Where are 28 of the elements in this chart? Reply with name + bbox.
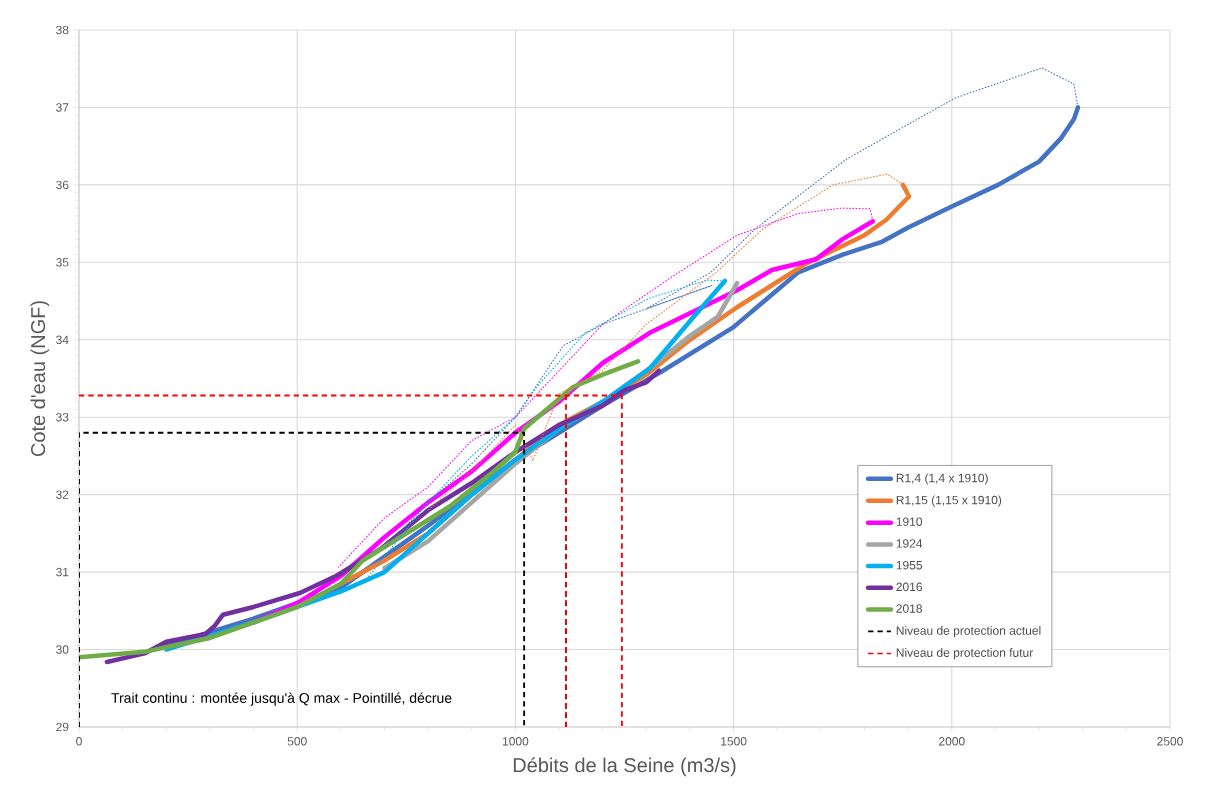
x-tick-label: 2500 [1157,737,1183,746]
legend-label: Niveau de protection futur [896,648,1034,660]
y-tick-label: 35 [56,258,69,267]
x-tick-label: 1500 [721,737,747,746]
x-tick-label: 2000 [939,737,965,746]
legend-label: 1955 [896,560,922,570]
legend-label: 1910 [896,517,923,526]
y-tick-label: 32 [56,490,69,499]
y-tick-label: 33 [56,412,69,422]
legend-label: 1924 [896,539,923,548]
x-axis-title: Débits de la Seine (m3/s) [513,757,736,777]
legend-label: R1,4 (1,4 x 1910) [896,473,988,485]
y-tick-label: 31 [56,567,69,577]
y-axis-title: Cote d'eau (NGF) [30,301,50,457]
y-tick-label: 29 [56,722,69,732]
x-tick-label: 500 [287,737,307,746]
y-tick-label: 37 [56,103,69,112]
annotation: Trait continu : montée jusqu'à Q max - Pointillé, décrue [111,692,452,706]
x-tick-label: 1000 [502,737,529,746]
legend-label: R1,15 (1,15 x 1910) [896,495,1002,507]
legend-label: 2018 [896,604,922,613]
y-tick-label: 36 [56,180,69,190]
y-tick-label: 30 [56,645,69,654]
legend-label: 2016 [896,582,922,592]
y-tick-label: 34 [56,335,69,345]
y-tick-label: 38 [56,25,69,35]
legend-label: Niveau de protection actuel [896,626,1041,638]
x-tick-label: 0 [76,737,82,746]
